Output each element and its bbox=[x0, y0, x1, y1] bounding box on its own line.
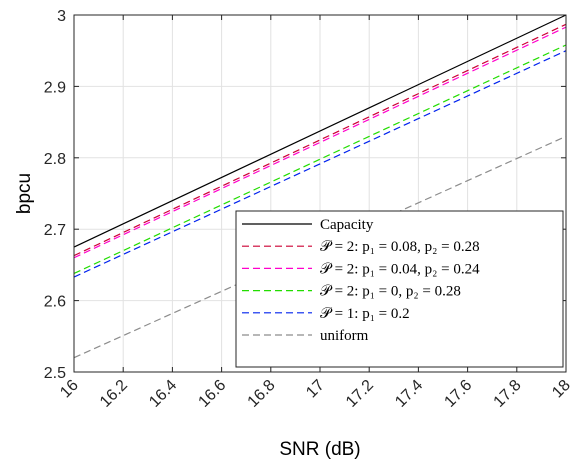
x-tick-label: 17.8 bbox=[491, 377, 525, 411]
y-axis-ticks: 2.5 2.6 2.7 2.8 2.9 3 bbox=[44, 8, 566, 382]
legend-label: Capacity bbox=[320, 217, 374, 233]
series-line-1 bbox=[73, 14, 567, 248]
legend: Capacity 𝒫 = 2: p₁ = 0.08, p₂ = 0.28 𝒫 = 2… bbox=[235, 210, 564, 368]
y-tick-label: 2.6 bbox=[44, 294, 66, 311]
legend-label: 𝒫 = 2: p₁ = 0, p₂ = 0.28 bbox=[320, 284, 461, 300]
legend-label: 𝒫 = 2: p₁ = 0.08, p₂ = 0.28 bbox=[320, 239, 480, 255]
series-line-4 bbox=[73, 44, 567, 275]
y-tick-label: 3 bbox=[57, 8, 66, 25]
y-tick-label: 2.8 bbox=[44, 151, 66, 168]
y-tick-label: 2.7 bbox=[44, 222, 66, 239]
legend-box bbox=[235, 210, 564, 368]
x-tick-label: 17.2 bbox=[343, 377, 377, 411]
legend-label: uniform bbox=[320, 328, 369, 344]
x-tick-label: 17.4 bbox=[392, 377, 426, 411]
y-axis-title: bpcu bbox=[14, 173, 35, 214]
x-tick-label: 18 bbox=[549, 377, 574, 402]
x-tick-label: 17.6 bbox=[441, 377, 475, 411]
x-tick-label: 16.2 bbox=[97, 377, 131, 411]
x-tick-label: 16.6 bbox=[195, 377, 229, 411]
y-tick-label: 2.5 bbox=[44, 365, 66, 382]
x-tick-label: 16.8 bbox=[245, 377, 279, 411]
series-line-2 bbox=[73, 23, 567, 257]
legend-label: 𝒫 = 1: p₁ = 0.2 bbox=[320, 306, 410, 322]
y-tick-label: 2.9 bbox=[44, 79, 66, 96]
x-tick-label: 16.4 bbox=[146, 377, 180, 411]
legend-label: 𝒫 = 2: p₁ = 0.04, p₂ = 0.24 bbox=[320, 261, 480, 277]
x-axis-title: SNR (dB) bbox=[279, 439, 360, 460]
x-tick-label: 17 bbox=[303, 377, 328, 402]
series-line-5 bbox=[73, 50, 567, 278]
series-line-3 bbox=[73, 26, 567, 259]
